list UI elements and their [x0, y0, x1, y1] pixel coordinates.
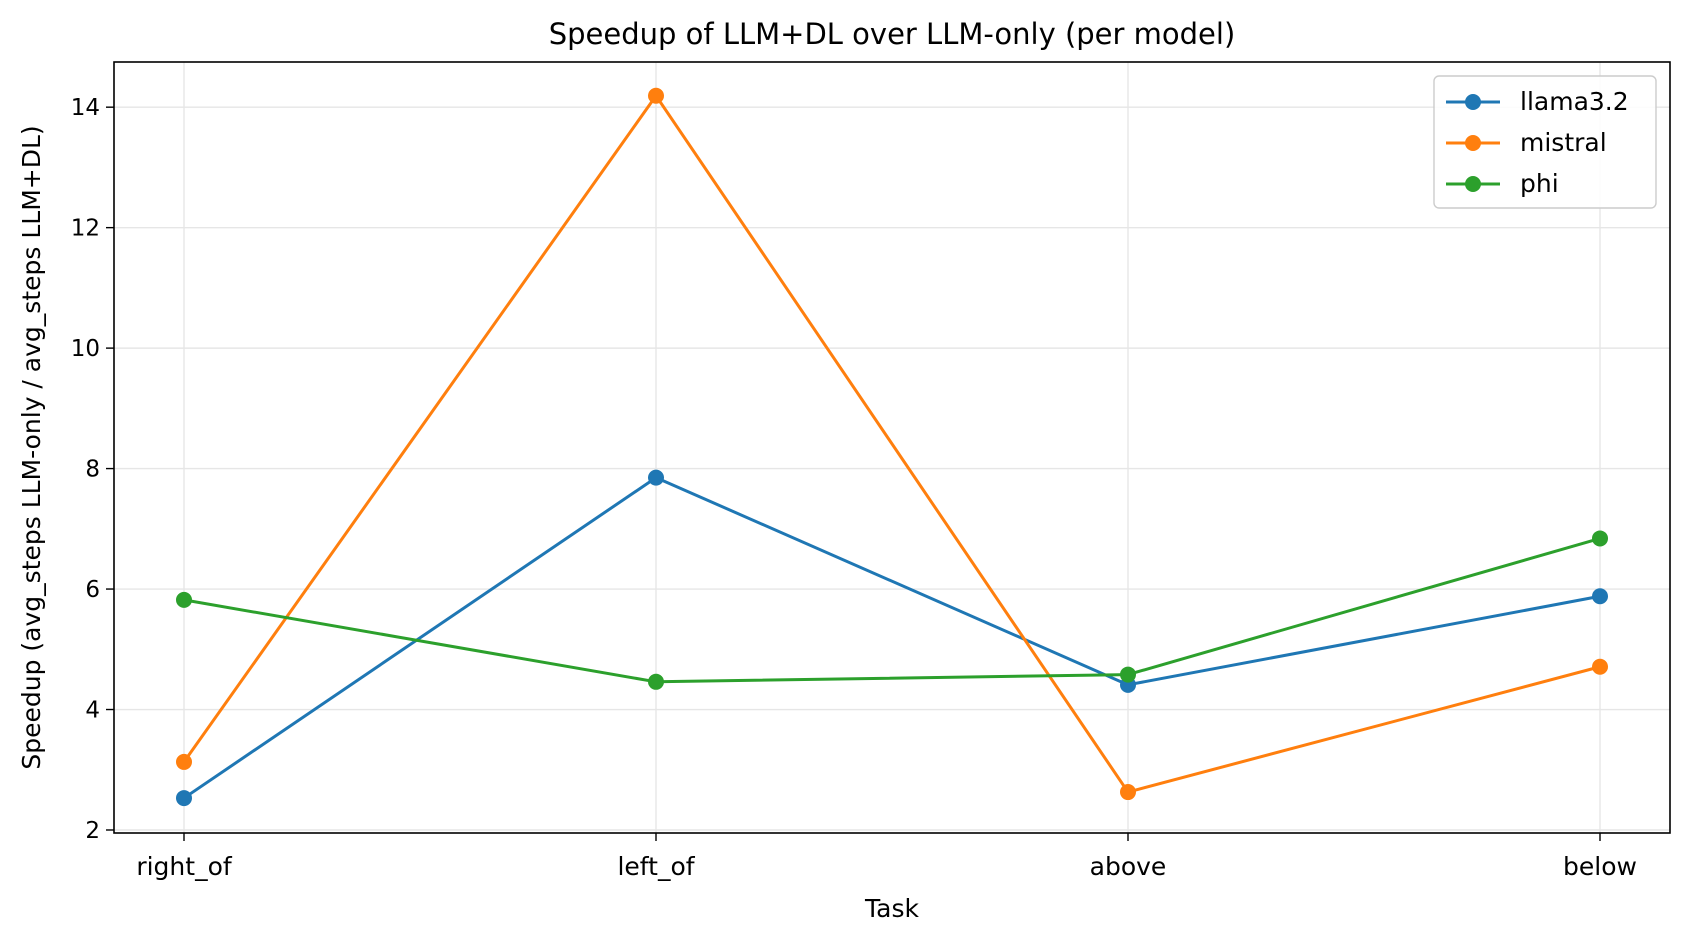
y-tick-label: 14: [71, 95, 100, 121]
data-point-mistral-right_of: [176, 753, 192, 770]
y-axis-label: Speedup (avg_steps LLM-only / avg_steps …: [17, 125, 46, 769]
data-point-phi-above: [1120, 666, 1136, 683]
axes: 2 4 6 8 10 12 14 right_of left_of above below: [71, 95, 1637, 881]
series-phi: [176, 530, 1608, 690]
x-tick-label: below: [1563, 852, 1637, 881]
series-llama3.2: [176, 469, 1608, 807]
legend: llama3.2 mistral phi: [1433, 75, 1657, 209]
legend-swatch-marker: [1465, 176, 1481, 192]
data-point-mistral-below: [1592, 658, 1608, 675]
legend-item-phi: phi: [1446, 169, 1559, 198]
legend-label: llama3.2: [1520, 87, 1629, 116]
legend-box: [1433, 75, 1657, 209]
series-line-mistral: [182, 94, 1601, 794]
data-point-llama3.2-left_of: [648, 469, 664, 486]
series-line-phi: [183, 537, 1601, 684]
data-point-phi-below: [1592, 530, 1608, 547]
series-layer: [176, 87, 1608, 807]
x-tick-label: above: [1090, 852, 1167, 881]
legend-item-mistral: mistral: [1446, 128, 1607, 157]
x-tick-label: left_of: [617, 852, 695, 881]
data-point-mistral-left_of: [648, 87, 664, 104]
x-axis-label: Task: [864, 894, 919, 923]
y-tick-label: 12: [71, 216, 100, 242]
legend-item-llama3.2: llama3.2: [1446, 87, 1629, 116]
series-line-llama3.2: [183, 476, 1601, 800]
data-point-llama3.2-right_of: [176, 790, 192, 807]
y-tick-label: 2: [85, 818, 100, 844]
y-tick-label: 10: [71, 336, 100, 362]
y-tick-label: 4: [85, 698, 100, 724]
legend-swatch-marker: [1465, 94, 1481, 110]
data-point-llama3.2-below: [1592, 588, 1608, 605]
x-tick-label: right_of: [136, 852, 233, 881]
legend-label: phi: [1520, 169, 1559, 198]
legend-label: mistral: [1520, 128, 1607, 157]
legend-swatch-marker: [1465, 135, 1481, 151]
data-point-phi-right_of: [176, 591, 192, 608]
series-mistral: [176, 87, 1608, 801]
y-tick-label: 6: [85, 577, 100, 603]
chart-title: Speedup of LLM+DL over LLM-only (per mod…: [549, 17, 1236, 51]
data-point-mistral-above: [1120, 784, 1136, 801]
plot-area-frame: [113, 61, 1671, 834]
y-tick-label: 8: [85, 457, 100, 483]
data-point-phi-left_of: [648, 673, 664, 690]
